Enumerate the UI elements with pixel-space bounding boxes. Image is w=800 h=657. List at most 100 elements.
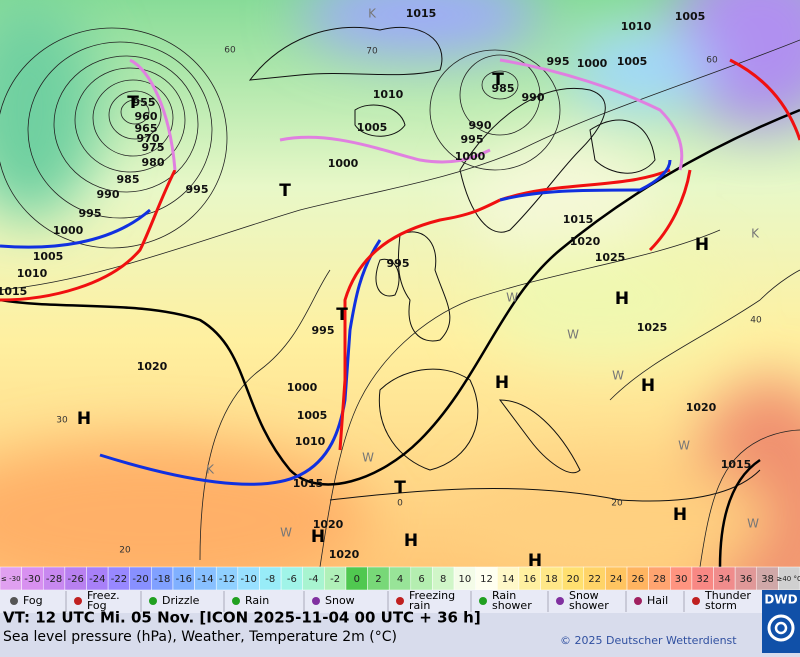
- isobar-label: 1005: [675, 10, 706, 23]
- legend-label: Rain: [245, 594, 269, 607]
- temperature-mark: W: [747, 517, 759, 531]
- temperature-blobs: [0, 0, 800, 567]
- valid-time: VT: 12 UTC Mi. 05 Nov. [ICON 2025-11-04 …: [3, 609, 481, 627]
- dwd-logo-text: DWD: [764, 593, 797, 607]
- isotherm-label: 40: [750, 316, 762, 326]
- scale-label: -10: [240, 574, 256, 585]
- isotherm-label: 60: [706, 56, 718, 66]
- dwd-logo-swirl: [767, 614, 795, 642]
- scale-label: 16: [523, 574, 536, 585]
- isobar-label: 1020: [686, 401, 717, 414]
- scale-label: 38: [761, 574, 774, 585]
- legend-label: Freez. Fog: [87, 589, 120, 612]
- pressure-center: H: [528, 551, 542, 571]
- isobar-label: 1015: [293, 477, 324, 490]
- scale-label: 18: [545, 574, 558, 585]
- legend-icon: [149, 597, 157, 605]
- isobar-label: 995: [186, 183, 209, 196]
- isotherm-label: 70: [366, 47, 378, 57]
- scale-label: 26: [631, 574, 644, 585]
- isotherm-label: 30: [56, 416, 68, 426]
- isobar-label: 1020: [137, 360, 168, 373]
- isotherm-label: 20: [119, 546, 131, 556]
- scale-label: -16: [176, 574, 192, 585]
- scale-label: 34: [718, 574, 731, 585]
- isobar-label: 1015: [721, 458, 752, 471]
- scale-label: 30: [675, 574, 688, 585]
- scale-label: ≤ -30: [1, 575, 21, 583]
- isobar-label: 995: [547, 55, 570, 68]
- scale-label: 14: [502, 574, 515, 585]
- pressure-center: H: [77, 409, 91, 429]
- legend-label: Fog: [23, 594, 43, 607]
- temperature-mark: W: [678, 439, 690, 453]
- copyright: © 2025 Deutscher Wetterdienst: [560, 634, 737, 647]
- scale-label: 6: [418, 574, 424, 585]
- isobar-label: 1025: [595, 251, 626, 264]
- isotherm-label: 60: [224, 46, 236, 56]
- pressure-center: T: [127, 93, 139, 113]
- scale-label: 0: [354, 574, 360, 585]
- scale-label: -14: [197, 574, 213, 585]
- isobar-label: 1000: [53, 224, 84, 237]
- pressure-center: T: [336, 305, 348, 325]
- temperature-mark: W: [362, 451, 374, 465]
- isobar-label: 1010: [373, 88, 404, 101]
- isobar-label: 990: [469, 119, 492, 132]
- legend-label: Rain shower: [492, 589, 532, 612]
- temperature-mark: W: [612, 369, 624, 383]
- isobar-label: 975: [142, 141, 165, 154]
- isobar-label: 1010: [17, 267, 48, 280]
- scale-label: 4: [397, 574, 403, 585]
- isobars: [0, 27, 800, 567]
- scale-label: -12: [219, 574, 235, 585]
- temperature-mark: K: [368, 7, 377, 21]
- isotherm-label: 0: [397, 499, 403, 509]
- scale-label: 32: [696, 574, 709, 585]
- isobar-label: 1005: [357, 121, 388, 134]
- isobar-label: 1015: [563, 213, 594, 226]
- legend-icon: [232, 597, 240, 605]
- scale-label: 36: [740, 574, 753, 585]
- temperature-mark: W: [506, 291, 518, 305]
- isobar-label: 1000: [287, 381, 318, 394]
- fronts: [0, 58, 800, 486]
- scale-label: 28: [653, 574, 666, 585]
- scale-label: -26: [68, 574, 84, 585]
- legend-icon: [10, 597, 18, 605]
- scale-label: 2: [375, 574, 381, 585]
- weather-legend: Fog Freez. Fog Drizzle Rain Snow Freezing rain R…: [10, 589, 751, 612]
- scale-label: 10: [458, 574, 471, 585]
- temperature-mark: K: [751, 227, 760, 241]
- isobar-label: 980: [142, 156, 165, 169]
- legend-icon: [74, 597, 82, 605]
- isobar-label: 1000: [328, 157, 359, 170]
- isobar-label: 1005: [297, 409, 328, 422]
- legend-label: Freezing rain: [409, 589, 455, 612]
- pressure-center: H: [673, 505, 687, 525]
- pressure-center: H: [404, 531, 418, 551]
- color-scale: ≤ -30 -30 -28 -26 -24 -22 -20 -18 -16 -14 -12 -10 -8…: [0, 566, 800, 591]
- coastlines: [248, 26, 761, 502]
- isobar-label: 1025: [637, 321, 668, 334]
- description: Sea level pressure (hPa), Weather, Tempe…: [3, 629, 397, 645]
- pressure-center: T: [492, 70, 504, 90]
- isobar-label: 995: [387, 257, 410, 270]
- legend-icon: [692, 597, 700, 605]
- pressure-center: H: [311, 527, 325, 547]
- isobar-label: 1005: [617, 55, 648, 68]
- pressure-center: T: [394, 478, 406, 498]
- dwd-logo: [762, 590, 800, 653]
- pressure-center: H: [695, 235, 709, 255]
- scale-label: 8: [440, 574, 446, 585]
- scale-label: -28: [46, 574, 62, 585]
- isobar-label: 985: [117, 173, 140, 186]
- scale-label: 12: [480, 574, 493, 585]
- legend-icon: [556, 597, 564, 605]
- scale-label: -6: [287, 574, 297, 585]
- temperature-mark: K: [206, 463, 215, 477]
- dwd-logo-swirl: [774, 621, 788, 635]
